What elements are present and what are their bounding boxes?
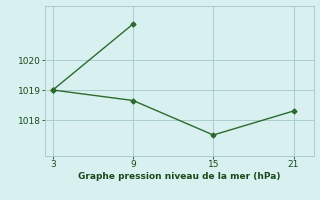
X-axis label: Graphe pression niveau de la mer (hPa): Graphe pression niveau de la mer (hPa) [78, 172, 280, 181]
